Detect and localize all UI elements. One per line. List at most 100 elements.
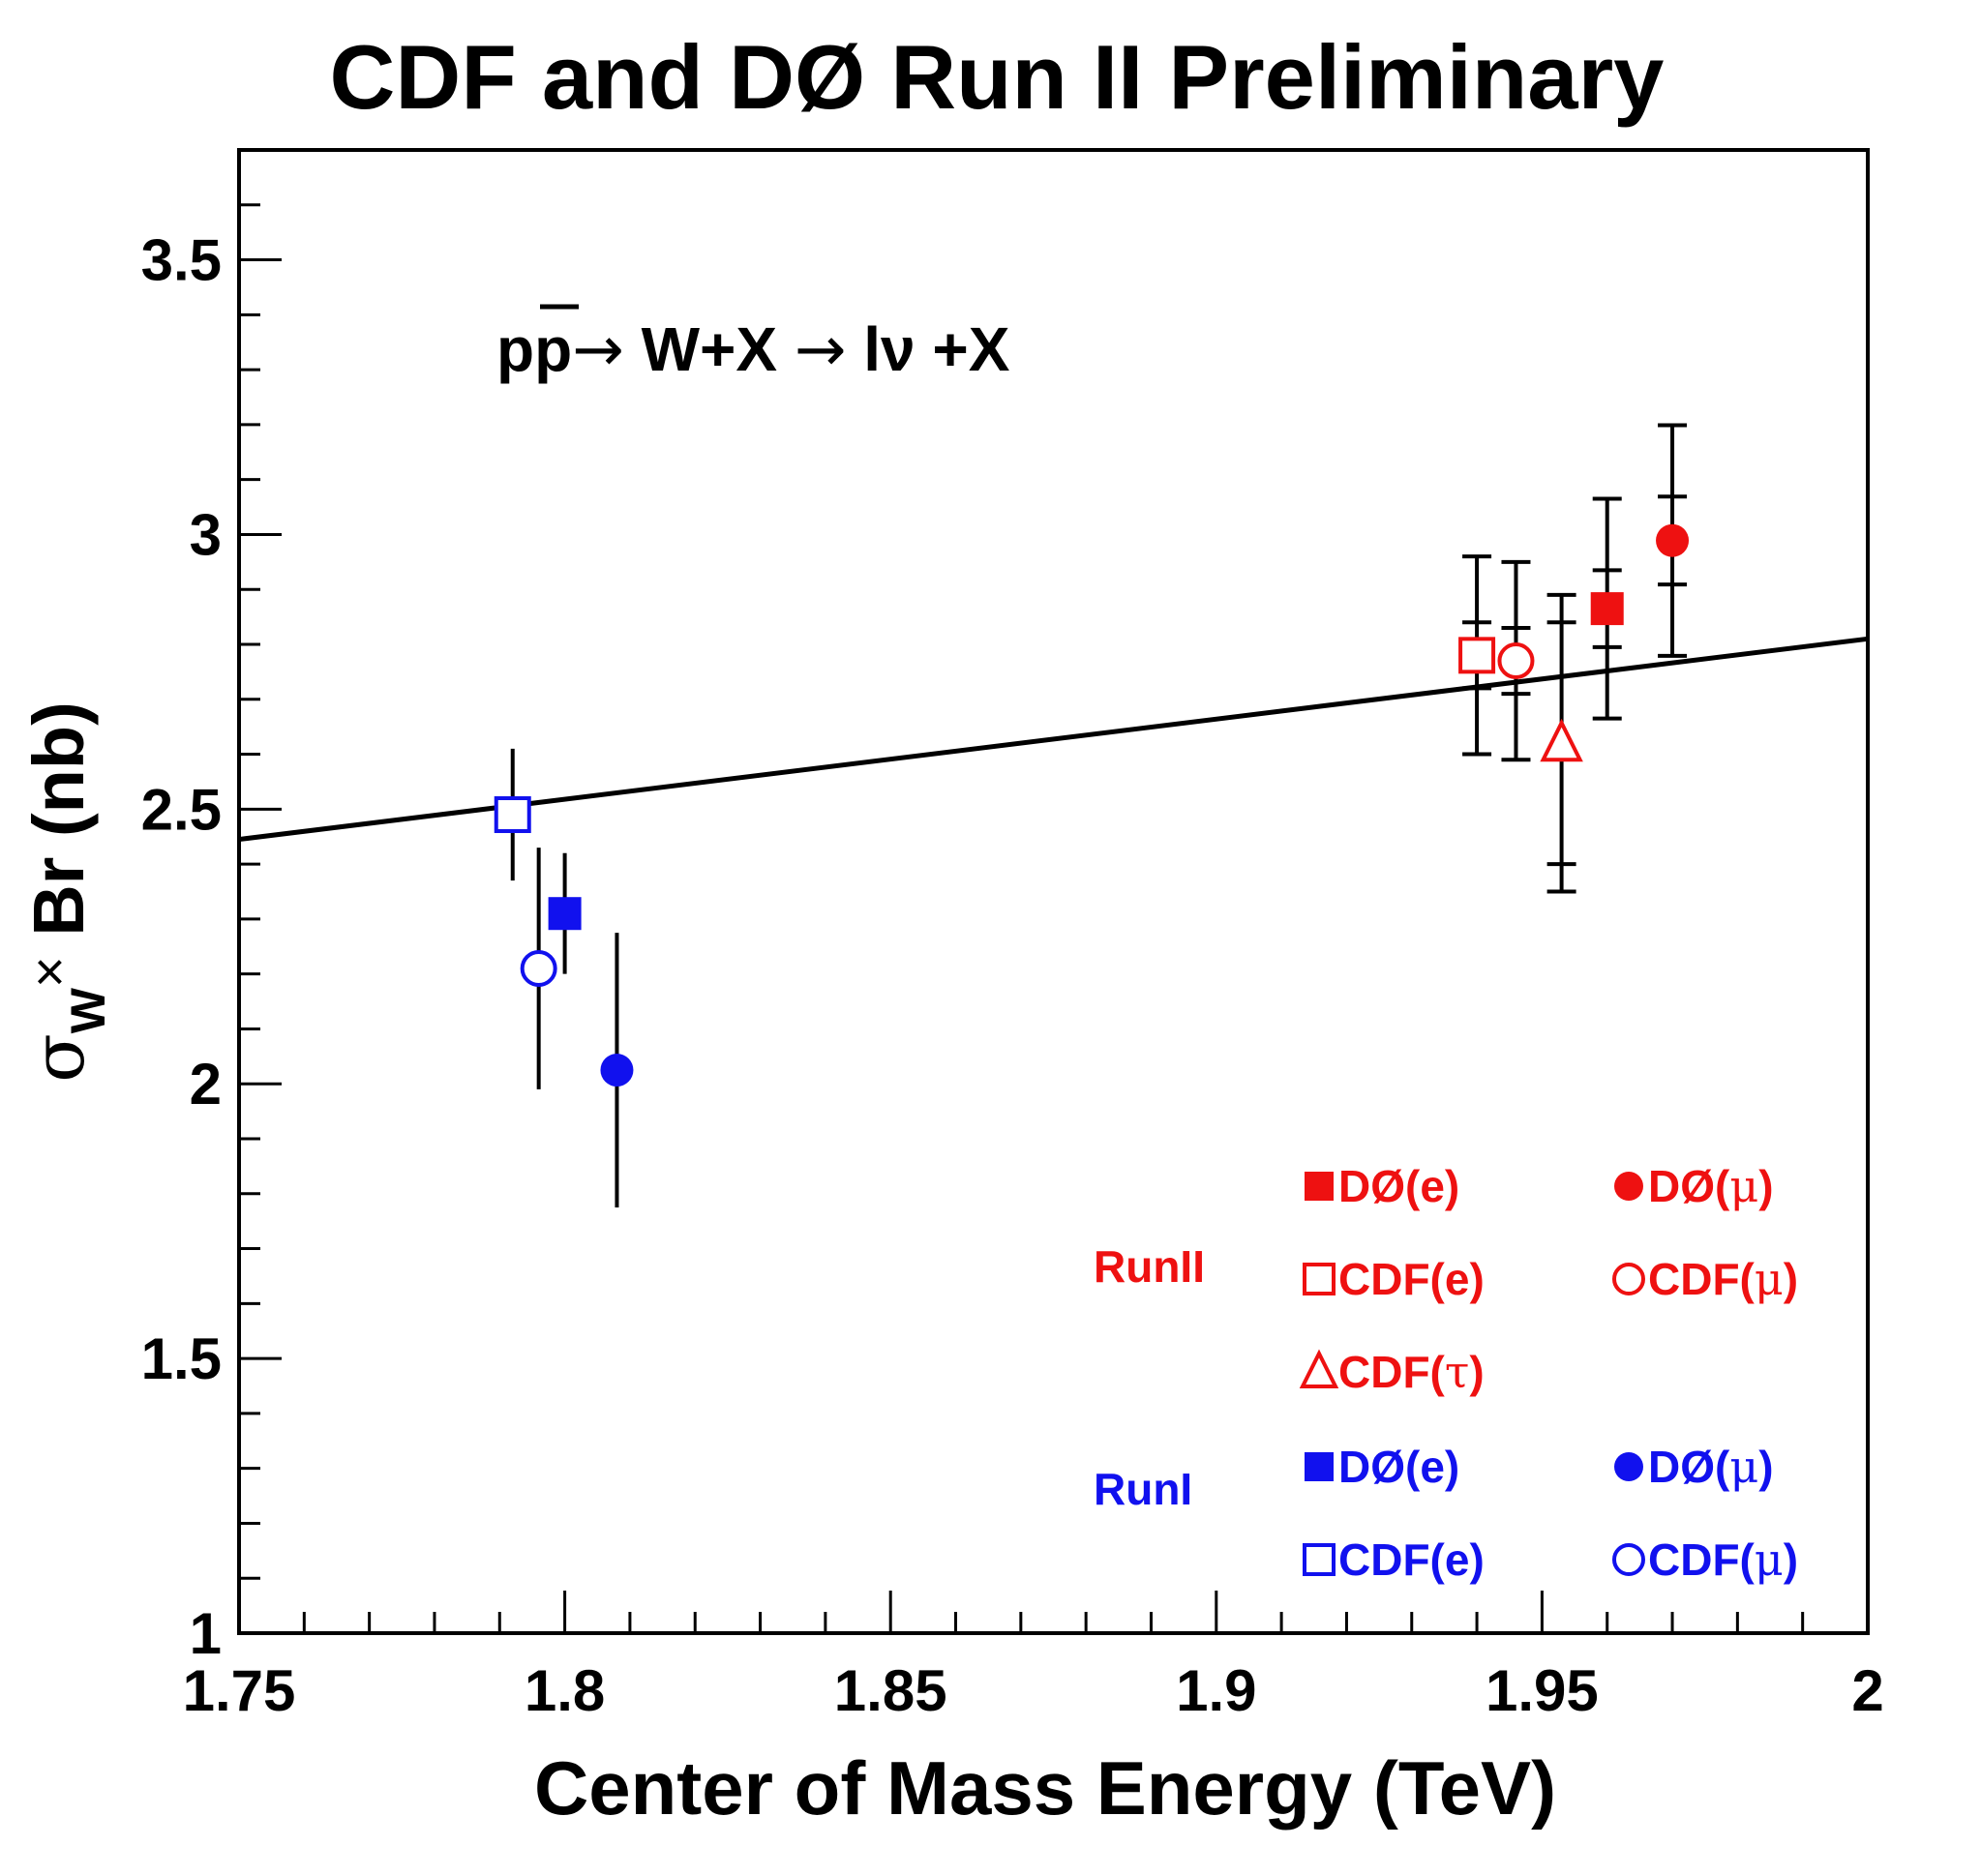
legend-entry: DØ(μ) xyxy=(1614,1441,1774,1493)
data-point-marker xyxy=(600,1054,634,1087)
legend-label-prefix: CDF( xyxy=(1648,1534,1756,1585)
y-axis: 1 1.5 2 2.5 3 3.5 xyxy=(141,148,282,1666)
legend-run2-label: RunII xyxy=(1094,1241,1205,1292)
legend-label-symbol: τ xyxy=(1445,1346,1469,1398)
data-point-marker xyxy=(1458,637,1496,674)
legend-label: DØ(e) xyxy=(1338,1161,1459,1211)
y-tick-label: 1.5 xyxy=(141,1326,222,1391)
legend-label-suffix: ) xyxy=(1469,1254,1484,1304)
legend-label-prefix: DØ( xyxy=(1338,1442,1421,1492)
legend-marker xyxy=(1614,1172,1643,1201)
legend-entry: DØ(μ) xyxy=(1614,1160,1774,1212)
legend-label-symbol: μ xyxy=(1729,1441,1758,1493)
legend-entry: CDF(τ) xyxy=(1299,1346,1485,1398)
annotation-pbar: p xyxy=(534,314,572,384)
y-tick-label: 2.5 xyxy=(141,777,222,842)
legend-marker xyxy=(1305,1172,1334,1201)
y-tick-label: 2 xyxy=(190,1052,222,1117)
legend-label-prefix: CDF( xyxy=(1338,1347,1446,1397)
data-point xyxy=(520,848,557,1089)
legend: RunII RunI DØ(e) DØ(μ)CDF(e) CDF(μ)CDF(τ)D… xyxy=(1094,1160,1798,1586)
y-tick-label: 3.5 xyxy=(141,228,222,293)
legend-label-suffix: ) xyxy=(1758,1442,1773,1492)
y-axis-label-rest: Br (nb) xyxy=(18,701,99,956)
data-point xyxy=(1540,592,1583,894)
y-tick-label: 3 xyxy=(190,502,222,567)
data-point xyxy=(1458,554,1496,757)
legend-entry: DØ(e) xyxy=(1305,1161,1459,1211)
legend-label: DØ(μ) xyxy=(1648,1160,1774,1212)
legend-run1-label: RunI xyxy=(1094,1464,1192,1514)
legend-label-prefix: DØ( xyxy=(1648,1442,1730,1492)
legend-label-symbol: e xyxy=(1445,1254,1470,1304)
legend-marker xyxy=(1612,1543,1645,1576)
legend-label-symbol: e xyxy=(1420,1442,1445,1492)
annotation-lv: lν +X xyxy=(846,314,1009,384)
legend-label: CDF(μ) xyxy=(1648,1534,1798,1586)
data-point-marker xyxy=(494,796,531,834)
data-point xyxy=(1656,423,1690,658)
annotation-p: p xyxy=(496,314,534,384)
legend-marker xyxy=(1612,1263,1645,1295)
data-point-marker xyxy=(1656,523,1690,557)
legend-marker xyxy=(1305,1452,1334,1481)
legend-label: DØ(e) xyxy=(1338,1442,1459,1492)
legend-label-symbol: μ xyxy=(1755,1534,1784,1586)
legend-entry: DØ(e) xyxy=(1305,1442,1459,1492)
x-tick-label: 1.85 xyxy=(834,1658,947,1723)
x-tick-label: 1.8 xyxy=(525,1658,605,1723)
data-point-marker xyxy=(548,897,582,931)
legend-entry: CDF(e) xyxy=(1303,1534,1485,1585)
y-axis-label: σW× Br (nb) xyxy=(17,701,115,1082)
legend-marker xyxy=(1299,1349,1339,1388)
legend-label: CDF(μ) xyxy=(1648,1253,1798,1305)
plot-frame xyxy=(237,148,1870,1635)
x-axis: 1.75 1.8 1.85 1.9 1.95 2 xyxy=(183,1591,1884,1723)
data-point-marker xyxy=(520,949,557,987)
data-point xyxy=(548,852,582,974)
legend-label-suffix: ) xyxy=(1445,1161,1459,1211)
legend-label-symbol: μ xyxy=(1755,1253,1784,1305)
data-point-marker xyxy=(1497,642,1535,680)
legend-entry: CDF(μ) xyxy=(1612,1253,1798,1305)
legend-label-prefix: DØ( xyxy=(1648,1161,1730,1211)
y-axis-label-sub: W xyxy=(61,987,115,1033)
process-annotation: pp→ W+X → lν +X xyxy=(496,314,1010,386)
data-point-marker xyxy=(1590,592,1624,626)
annotation-arrow-1: → xyxy=(572,314,624,386)
data-point xyxy=(1497,559,1535,762)
legend-label-prefix: CDF( xyxy=(1338,1254,1446,1304)
legend-label: CDF(τ) xyxy=(1338,1346,1485,1398)
legend-label-suffix: ) xyxy=(1445,1442,1459,1492)
legend-label-suffix: ) xyxy=(1784,1534,1798,1585)
x-tick-label: 2 xyxy=(1851,1658,1883,1723)
y-axis-label-sigma: σ xyxy=(17,1033,101,1083)
legend-marker xyxy=(1303,1263,1336,1295)
legend-label: DØ(μ) xyxy=(1648,1441,1774,1493)
chart-title: CDF and DØ Run II Preliminary xyxy=(330,26,1665,128)
legend-label-prefix: CDF( xyxy=(1338,1534,1446,1585)
y-axis-label-times: × xyxy=(18,956,79,988)
legend-label-prefix: DØ( xyxy=(1338,1161,1421,1211)
legend-label-symbol: e xyxy=(1445,1534,1470,1585)
x-tick-label: 1.95 xyxy=(1486,1658,1599,1723)
x-axis-label: Center of Mass Energy (TeV) xyxy=(534,1745,1556,1831)
data-points xyxy=(494,423,1690,1207)
x-tick-label: 1.9 xyxy=(1176,1658,1256,1723)
legend-label: CDF(e) xyxy=(1338,1254,1485,1304)
y-tick-label: 1 xyxy=(190,1601,222,1666)
annotation-arrow-2: → xyxy=(795,314,847,386)
legend-entry: CDF(μ) xyxy=(1612,1534,1798,1586)
legend-label-suffix: ) xyxy=(1469,1347,1484,1397)
x-tick-label: 1.75 xyxy=(183,1658,296,1723)
legend-label-suffix: ) xyxy=(1469,1534,1484,1585)
legend-marker xyxy=(1614,1452,1643,1481)
legend-label-prefix: CDF( xyxy=(1648,1254,1756,1304)
legend-label-suffix: ) xyxy=(1784,1254,1798,1304)
data-point xyxy=(494,748,531,881)
data-point-marker xyxy=(1540,718,1583,762)
legend-entry: CDF(e) xyxy=(1303,1254,1485,1304)
legend-label-symbol: e xyxy=(1420,1161,1445,1211)
